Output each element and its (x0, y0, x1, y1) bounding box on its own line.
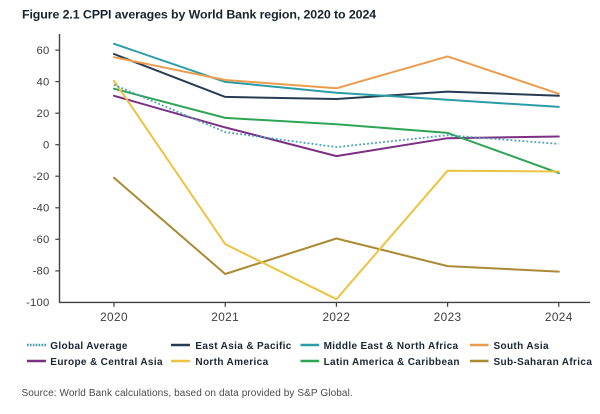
svg-text:-60: -60 (33, 234, 50, 246)
svg-text:-20: -20 (33, 171, 50, 183)
svg-text:Source: World Bank calculation: Source: World Bank calculations, based o… (22, 388, 353, 399)
svg-text:60: 60 (37, 45, 50, 57)
svg-text:South Asia: South Asia (494, 341, 549, 352)
svg-text:East Asia & Pacific: East Asia & Pacific (195, 341, 291, 352)
svg-text:Latin America & Caribbean: Latin America & Caribbean (324, 357, 460, 368)
svg-text:2023: 2023 (434, 310, 462, 324)
svg-text:Figure 2.1 CPPI averages by Wo: Figure 2.1 CPPI averages by World Bank r… (22, 8, 376, 22)
svg-text:-40: -40 (33, 203, 50, 215)
svg-text:Global Average: Global Average (50, 341, 128, 352)
svg-text:2022: 2022 (322, 310, 350, 324)
svg-text:Europe & Central Asia: Europe & Central Asia (50, 357, 163, 368)
svg-text:40: 40 (37, 76, 50, 88)
svg-text:2020: 2020 (100, 310, 128, 324)
svg-text:20: 20 (37, 108, 50, 120)
svg-text:-100: -100 (26, 297, 49, 309)
svg-text:2021: 2021 (211, 310, 239, 324)
svg-text:Sub-Saharan Africa: Sub-Saharan Africa (494, 357, 593, 368)
svg-text:Middle East & North Africa: Middle East & North Africa (324, 341, 459, 352)
svg-text:-80: -80 (33, 266, 50, 278)
svg-text:2024: 2024 (545, 310, 573, 324)
svg-text:North America: North America (195, 357, 268, 368)
svg-text:0: 0 (43, 139, 49, 151)
